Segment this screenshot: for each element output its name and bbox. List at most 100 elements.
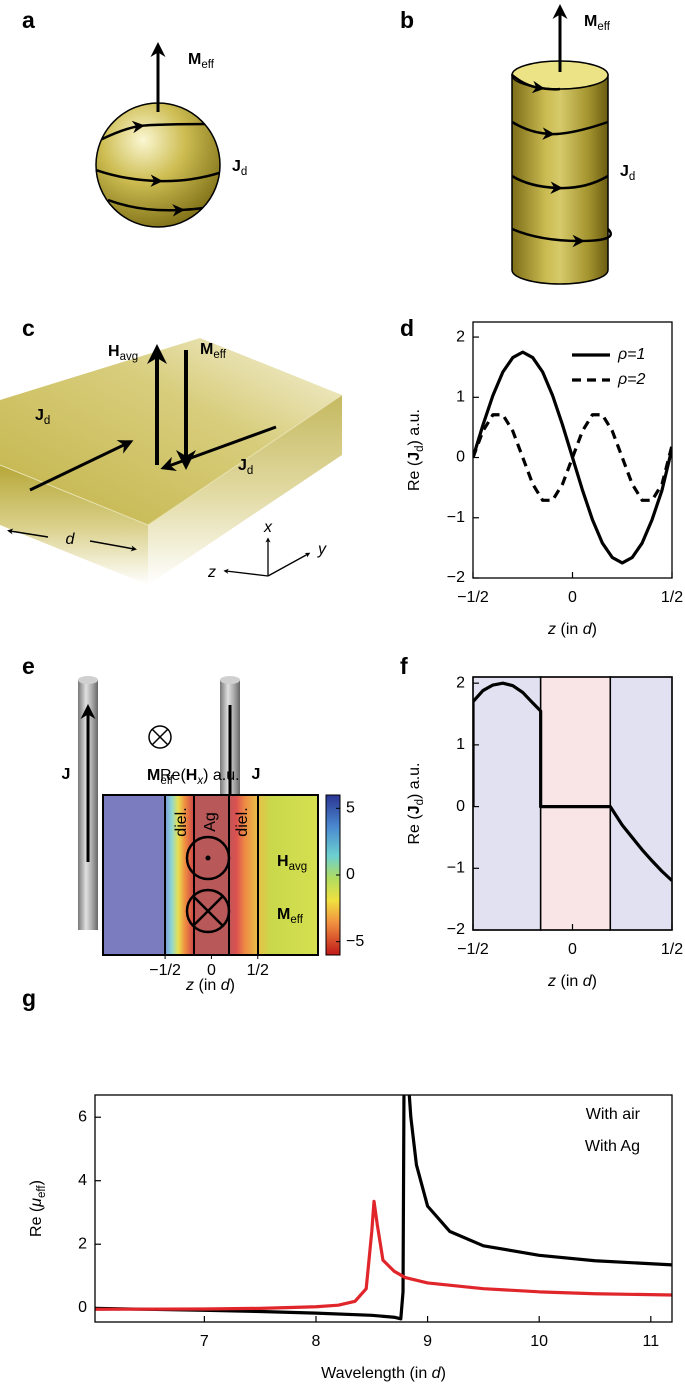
x-tick-label: 10 bbox=[530, 1333, 548, 1350]
y-tick-label: 2 bbox=[456, 328, 465, 345]
panel-label: b bbox=[400, 7, 414, 33]
text-part: J bbox=[620, 163, 629, 180]
x-tick-label: −1/2 bbox=[457, 941, 489, 958]
y-tick-label: −1 bbox=[447, 509, 465, 526]
text-part: eff bbox=[290, 914, 303, 926]
y-tick-label: −1 bbox=[447, 860, 465, 877]
text-part: z bbox=[547, 973, 556, 990]
slab-side bbox=[148, 395, 342, 585]
y-tick-label: 1 bbox=[456, 736, 465, 753]
colorbar-tick-label: 5 bbox=[346, 800, 355, 817]
panel-label: f bbox=[400, 653, 408, 679]
text-part: d bbox=[414, 445, 426, 451]
text-part: z bbox=[547, 621, 556, 638]
text-part: M bbox=[584, 13, 597, 30]
current-arrow bbox=[160, 425, 277, 471]
panel-label: e bbox=[22, 653, 35, 679]
current-label: Jd bbox=[232, 158, 247, 178]
current-label: J bbox=[252, 766, 261, 783]
text-part: avg bbox=[120, 351, 139, 363]
width-label: d bbox=[66, 531, 76, 548]
y-tick-label: 0 bbox=[78, 1299, 87, 1316]
x-tick-label: 9 bbox=[423, 1333, 432, 1350]
plot-area bbox=[95, 1095, 672, 1322]
width-arrow bbox=[89, 540, 137, 552]
text-part: d bbox=[629, 171, 635, 183]
text-part: M bbox=[147, 767, 160, 784]
inset-title: Re(Hx) a.u. bbox=[160, 767, 240, 787]
axis-label: z bbox=[207, 564, 216, 581]
legend-label: With air bbox=[586, 1106, 641, 1123]
current-loop bbox=[511, 174, 609, 194]
current-label: J bbox=[62, 766, 71, 783]
out-of-page-symbol bbox=[185, 835, 231, 881]
text-part: ) a.u. bbox=[203, 767, 239, 784]
plot-frame bbox=[472, 676, 673, 931]
y-tick-label: −2 bbox=[447, 921, 465, 938]
panel-label: a bbox=[22, 7, 35, 33]
y-tick-label: 0 bbox=[456, 449, 465, 466]
text-part: Re ( bbox=[406, 814, 423, 845]
text-part: H bbox=[186, 767, 198, 784]
data-line bbox=[95, 1095, 672, 1321]
current-loop bbox=[96, 168, 220, 188]
data-line bbox=[95, 1199, 672, 1311]
text-part: d bbox=[414, 799, 426, 805]
current-loop bbox=[511, 74, 561, 94]
axis-arrow bbox=[267, 552, 311, 577]
text-part: ) bbox=[28, 1180, 45, 1185]
text-part: Re ( bbox=[406, 460, 423, 491]
slab-front bbox=[0, 465, 148, 585]
m-eff-label: Meff bbox=[277, 906, 304, 926]
inset-x-tick-label: 0 bbox=[207, 962, 216, 979]
y-tick-label: 2 bbox=[78, 1235, 87, 1252]
text-part: d bbox=[583, 973, 593, 990]
cylinder-diagram bbox=[511, 4, 612, 285]
text-part: eff bbox=[201, 59, 214, 71]
text-part: eff bbox=[36, 1185, 48, 1198]
layer-label: diel. bbox=[173, 807, 190, 836]
h-avg-label: Havg bbox=[108, 343, 138, 363]
current-loop bbox=[99, 120, 219, 142]
current-label: Jd bbox=[238, 457, 253, 477]
text-part: J bbox=[406, 452, 423, 461]
layer-label: Ag bbox=[202, 812, 219, 832]
y-tick-label: 4 bbox=[78, 1172, 87, 1189]
text-part: avg bbox=[289, 861, 308, 873]
text-part: d bbox=[432, 1365, 442, 1382]
legend-label: With Ag bbox=[585, 1138, 640, 1155]
text-part: ) bbox=[592, 973, 597, 990]
rod-top bbox=[78, 676, 98, 684]
text-part: eff bbox=[160, 775, 173, 787]
current-loop bbox=[511, 227, 612, 248]
text-part: ) bbox=[592, 621, 597, 638]
colorbar-tick-label: −5 bbox=[346, 933, 364, 950]
slab-top bbox=[0, 338, 342, 525]
text-part: (in bbox=[556, 973, 583, 990]
text-part: Wavelength (in bbox=[321, 1365, 432, 1382]
m-eff-label: Meff bbox=[188, 51, 215, 71]
legend-label: ρ=2 bbox=[617, 371, 646, 388]
text-part: eff bbox=[597, 21, 610, 33]
axis-label: y bbox=[317, 541, 327, 558]
x-tick-label: 0 bbox=[568, 589, 577, 606]
colorbar-tick-label: 0 bbox=[346, 866, 355, 883]
x-tick-label: 7 bbox=[200, 1333, 209, 1350]
text-part: Re( bbox=[160, 767, 186, 784]
text-part: d bbox=[221, 977, 231, 994]
legend-label: ρ=1 bbox=[617, 346, 645, 363]
y-axis-label: Re (Jd) a.u. bbox=[406, 762, 426, 844]
text-part: d bbox=[241, 166, 247, 178]
y-tick-label: 2 bbox=[456, 674, 465, 691]
into-page-symbol bbox=[148, 725, 172, 749]
text-part: x bbox=[196, 775, 204, 787]
x-axis-label: z (in d) bbox=[547, 973, 597, 990]
panel-label: c bbox=[22, 315, 35, 341]
inset-x-tick-label: 1/2 bbox=[247, 962, 269, 979]
y-tick-label: −2 bbox=[447, 569, 465, 586]
axis-label: x bbox=[263, 519, 273, 536]
